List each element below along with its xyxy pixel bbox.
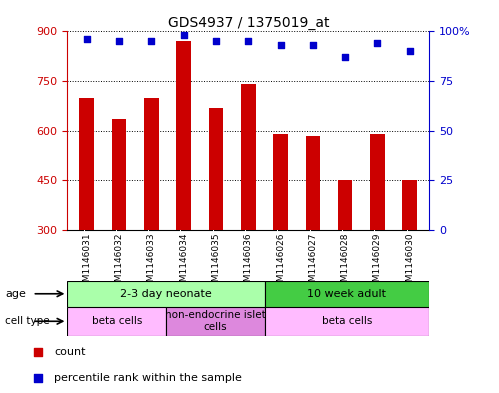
Bar <box>79 97 94 230</box>
Bar <box>264 281 429 307</box>
Point <box>244 38 252 44</box>
Bar <box>264 307 429 336</box>
Bar <box>144 97 159 230</box>
Point <box>373 40 381 46</box>
Bar <box>305 136 320 230</box>
Bar <box>403 180 417 230</box>
Point <box>368 39 376 45</box>
Bar <box>241 84 255 230</box>
Text: GSM1146032: GSM1146032 <box>115 232 124 293</box>
Text: non-endocrine islet
cells: non-endocrine islet cells <box>165 310 266 332</box>
Text: GSM1146026: GSM1146026 <box>276 232 285 293</box>
Point <box>212 38 220 44</box>
Point <box>276 42 284 48</box>
Text: GSM1146035: GSM1146035 <box>212 232 221 293</box>
Text: 10 week adult: 10 week adult <box>307 289 386 299</box>
Text: GSM1146030: GSM1146030 <box>405 232 414 293</box>
Point <box>180 32 188 39</box>
Text: cell type: cell type <box>5 316 49 326</box>
Text: count: count <box>54 347 86 357</box>
Text: 2-3 day neonate: 2-3 day neonate <box>120 289 212 299</box>
Text: GSM1146027: GSM1146027 <box>308 232 317 293</box>
Text: beta cells: beta cells <box>91 316 142 326</box>
Bar <box>112 119 126 230</box>
Bar <box>67 281 264 307</box>
Text: GSM1146036: GSM1146036 <box>244 232 253 293</box>
Text: GSM1146034: GSM1146034 <box>179 232 188 293</box>
Point <box>309 42 317 48</box>
Text: GSM1146029: GSM1146029 <box>373 232 382 293</box>
Text: age: age <box>5 289 26 299</box>
Text: percentile rank within the sample: percentile rank within the sample <box>54 373 242 383</box>
Point <box>368 275 376 281</box>
Bar <box>370 134 385 230</box>
Text: GSM1146031: GSM1146031 <box>82 232 91 293</box>
Point <box>83 36 91 42</box>
Bar <box>273 134 288 230</box>
Title: GDS4937 / 1375019_at: GDS4937 / 1375019_at <box>168 17 329 30</box>
Bar <box>176 41 191 230</box>
Text: beta cells: beta cells <box>322 316 372 326</box>
Point <box>147 38 155 44</box>
Bar <box>166 307 264 336</box>
Bar <box>338 180 352 230</box>
Text: GSM1146033: GSM1146033 <box>147 232 156 293</box>
Point <box>115 38 123 44</box>
Bar <box>209 108 223 230</box>
Point <box>406 48 414 54</box>
Text: GSM1146028: GSM1146028 <box>341 232 350 293</box>
Point <box>341 54 349 61</box>
Bar <box>67 307 166 336</box>
